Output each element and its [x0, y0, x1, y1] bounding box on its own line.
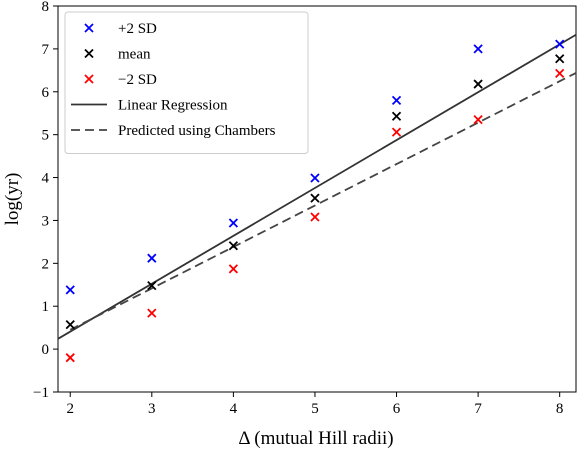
y-axis-title: log(yr) — [2, 173, 23, 226]
series-3-point-5 — [391, 127, 402, 137]
series-2-point-2-stroke-b — [147, 280, 157, 291]
legend-label-1: +2 SD — [118, 21, 157, 37]
series-1-point-1 — [65, 285, 75, 295]
series-2-point-3 — [228, 241, 239, 251]
series-1-point-1-stroke-b — [65, 285, 75, 295]
series-2-point-6-stroke-b — [473, 79, 483, 89]
x-tick-label-3: 3 — [148, 401, 156, 417]
legend-frame — [64, 11, 309, 154]
legend-key-1-stroke-b — [84, 23, 94, 33]
series-3-point-2-stroke-b — [147, 308, 157, 318]
series-3-point-7 — [555, 68, 565, 78]
legend-key-3 — [84, 74, 94, 84]
series-3-point-1 — [65, 353, 75, 363]
y-tick-label-10: 8 — [42, 0, 50, 15]
series-2-point-7-stroke-b — [555, 54, 565, 64]
series-1-point-6 — [473, 44, 483, 54]
legend-label-4: Linear Regression — [118, 98, 228, 114]
series-1-point-4-stroke-b — [310, 173, 320, 183]
x-tick-label-2: 2 — [66, 401, 74, 417]
series-1-point-6-stroke-b — [473, 44, 483, 54]
series-2-point-5-stroke-b — [391, 111, 402, 121]
legend-label-5: Predicted using Chambers — [118, 123, 276, 139]
series-2-point-1 — [65, 320, 75, 330]
series-3-point-4 — [310, 212, 320, 222]
series-1-point-4 — [310, 173, 320, 183]
series-1-point-7-stroke-b — [555, 39, 565, 49]
series-line-2 — [69, 72, 577, 331]
y-tick-label-6: 4 — [42, 171, 50, 187]
series-1-point-3-stroke-b — [228, 218, 239, 228]
series-line-1 — [57, 33, 577, 340]
x-axis-title: Δ (mutual Hill radii) — [238, 428, 393, 449]
legend-key-2-stroke-b — [84, 48, 94, 59]
markers-layer — [65, 39, 565, 363]
legend-key-3-stroke-b — [84, 74, 94, 84]
x-axis: 2 3 4 5 6 7 8 — [66, 392, 563, 417]
series-1-point-5-stroke-b — [391, 95, 402, 105]
series-2-point-5 — [391, 111, 402, 121]
series-3-point-6-stroke-b — [473, 115, 483, 125]
lines-layer — [57, 33, 577, 340]
series-2-point-4 — [310, 193, 320, 203]
y-tick-label-4: 2 — [42, 256, 50, 272]
series-3-point-3-stroke-b — [228, 264, 239, 274]
y-tick-label-7: 5 — [42, 128, 50, 144]
y-tick-label-3: 1 — [42, 299, 50, 315]
series-2-point-1-stroke-b — [65, 320, 75, 330]
y-tick-label-9: 7 — [42, 42, 50, 58]
series-2-point-3-stroke-b — [228, 241, 239, 251]
series-3-point-3 — [228, 264, 239, 274]
legend-label-3: −2 SD — [118, 72, 157, 88]
x-tick-label-4: 4 — [230, 401, 238, 417]
y-tick-label-8: 6 — [42, 85, 50, 101]
y-tick-label-5: 3 — [42, 213, 50, 229]
series-3-point-5-stroke-b — [391, 127, 402, 137]
legend-key-2 — [84, 48, 94, 59]
series-2-point-6 — [473, 79, 483, 89]
x-tick-label-5: 5 — [311, 401, 319, 417]
x-tick-label-8: 8 — [556, 401, 564, 417]
series-2-point-4-stroke-b — [310, 193, 320, 203]
x-tick-label-7: 7 — [474, 401, 482, 417]
series-1-point-2 — [147, 253, 157, 263]
legend: +2 SD mean −2 SD Linear Regression Predicted… — [64, 11, 309, 154]
series-3-point-6 — [473, 115, 483, 125]
legend-key-1 — [84, 23, 94, 33]
series-1-point-7 — [555, 39, 565, 49]
series-2-point-2 — [147, 280, 157, 291]
series-3-point-4-stroke-b — [310, 212, 320, 222]
series-3-point-1-stroke-b — [65, 353, 75, 363]
legend-label-2: mean — [118, 47, 151, 63]
series-1-point-5 — [391, 95, 402, 105]
y-tick-label-2: 0 — [42, 342, 50, 358]
series-2-point-7 — [555, 54, 565, 64]
series-3-point-2 — [147, 308, 157, 318]
y-axis: −1 0 1 2 3 4 5 6 7 8 — [33, 0, 58, 401]
series-1-point-3 — [228, 218, 239, 228]
series-3-point-7-stroke-b — [555, 68, 565, 78]
series-1-point-2-stroke-b — [147, 253, 157, 263]
x-tick-label-6: 6 — [393, 401, 401, 417]
y-tick-label-1: −1 — [33, 385, 49, 401]
